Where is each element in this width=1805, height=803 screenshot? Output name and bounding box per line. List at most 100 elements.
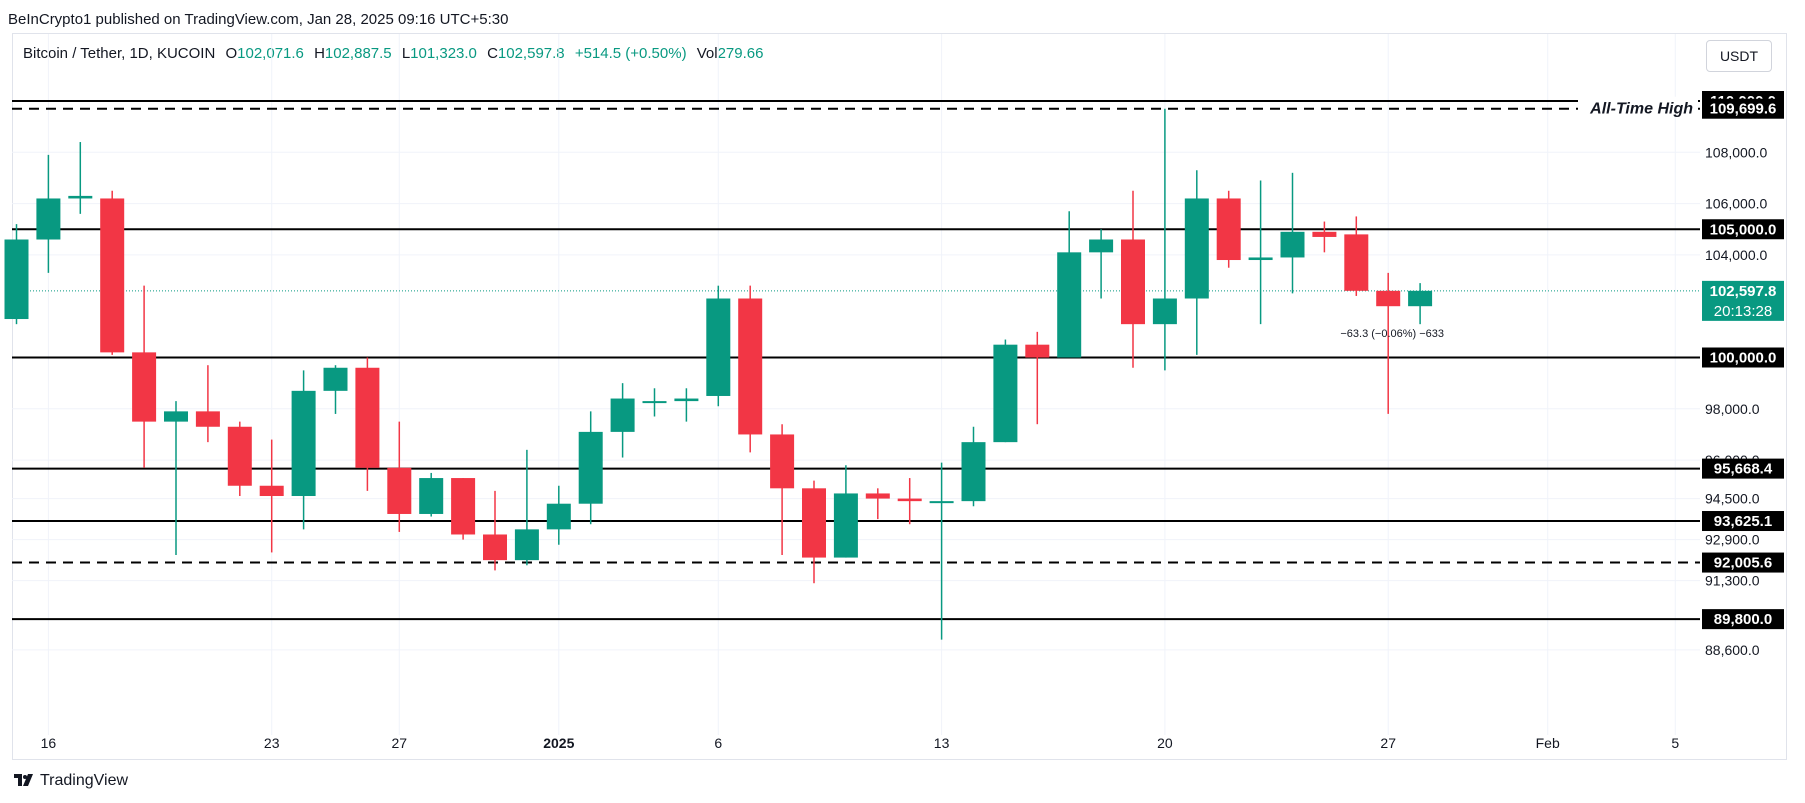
candle-body[interactable] [1089,239,1114,253]
candle-body[interactable] [387,467,412,514]
candle-body[interactable] [674,398,699,402]
legend-volume-label: Vol [696,45,718,62]
x-tick-label: 13 [934,735,950,751]
legend-low-label: L [401,45,411,62]
y-tick-label: 98,000.0 [1705,401,1760,417]
tradingview-brand: TradingView [40,772,129,789]
y-tick-label: 106,000.0 [1705,196,1767,212]
level-badge [1702,511,1784,532]
y-tick-label: 91,300.0 [1705,573,1760,589]
candle-body[interactable] [738,298,763,435]
legend-close-label: C [487,45,498,62]
legend-change: +514.5 (+0.50%) [574,45,687,62]
candle-body[interactable] [195,411,220,427]
candle-body[interactable] [68,195,93,199]
candle-body[interactable] [132,352,157,422]
candle-body[interactable] [993,344,1018,443]
legend-volume-value: 279.66 [717,45,764,62]
x-tick-label: 23 [264,735,280,751]
level-badge-label: 109,699.6 [1710,101,1777,118]
y-tick-label: 94,500.0 [1705,491,1760,507]
x-tick-label: 27 [1380,735,1396,751]
candle-body[interactable] [1248,257,1273,261]
candle-body[interactable] [36,198,61,240]
level-badge-label: 92,005.6 [1714,555,1772,572]
level-badge [1702,458,1784,479]
candle-body[interactable] [291,390,316,497]
current-price-badge [1702,280,1784,321]
x-tick-label: 2025 [543,735,574,751]
candle-body[interactable] [4,239,29,320]
candle-body[interactable] [578,431,603,504]
level-badge-label: 105,000.0 [1710,221,1777,238]
annotation-bg [1578,96,1698,117]
y-tick-label: 104,000.0 [1705,247,1767,263]
chart-frame [12,33,1787,760]
candle-body[interactable] [706,298,731,396]
candle-body[interactable] [227,426,252,486]
x-tick-label: 16 [41,735,57,751]
x-tick-label: Feb [1536,735,1560,751]
legend-close-value: 102,597.8 [497,45,565,62]
candle-body[interactable] [1408,290,1433,307]
candle-body[interactable] [100,198,125,353]
candle-body[interactable] [1025,344,1050,358]
level-badge-label: 89,800.0 [1714,611,1772,628]
measure-annotation: −63.3 (−0.06%) −633 [1340,328,1444,340]
candle-body[interactable] [355,367,380,468]
candle-body[interactable] [164,411,188,422]
candle-body[interactable] [833,493,858,558]
candle-body[interactable] [770,434,795,489]
currency-button[interactable]: USDT [1706,40,1772,72]
level-badge [1702,347,1784,368]
legend-symbol[interactable]: Bitcoin / Tether, 1D, KUCOIN [23,45,216,62]
level-badge-label: 95,668.4 [1714,461,1773,478]
level-badge [1702,552,1784,573]
candle-body[interactable] [1376,290,1401,307]
current-price-label: 102,597.8 [1710,283,1777,300]
level-badge-label: 93,625.1 [1714,513,1772,530]
candle-body[interactable] [1057,252,1082,358]
y-tick-label: 92,900.0 [1705,532,1760,548]
candle-body[interactable] [865,493,890,499]
x-tick-label: 5 [1671,735,1679,751]
x-tick-label: 6 [714,735,722,751]
publisher-line: BeInCrypto1 published on TradingView.com… [8,11,509,28]
candle-body[interactable] [451,478,476,535]
legend-low-value: 101,323.0 [410,45,477,62]
tradingview-logo[interactable]: TradingView [14,772,128,790]
candle-body[interactable] [514,529,539,561]
legend-open-value: 102,071.6 [237,45,304,62]
candle-body[interactable] [483,534,507,561]
candle-body[interactable] [897,498,922,502]
candle-body[interactable] [929,501,954,504]
level-badge [1702,609,1784,630]
legend-high-value: 102,887.5 [324,45,392,62]
y-tick-label: 108,000.0 [1705,144,1767,160]
y-tick-label: 88,600.0 [1705,642,1760,658]
level-badge [1702,98,1784,119]
candle-body[interactable] [1184,198,1209,299]
x-tick-label: 20 [1157,735,1173,751]
ohlc-legend: Bitcoin / Tether, 1D, KUCOIN O102,071.6 … [23,45,763,62]
legend-open-label: O [225,45,238,62]
candle-body[interactable] [610,398,635,432]
candle-body[interactable] [546,503,571,530]
candle-body[interactable] [642,401,667,404]
candle-body[interactable] [802,488,826,558]
candle-body[interactable] [1121,239,1145,325]
countdown-label: 20:13:28 [1714,303,1772,320]
candle-body[interactable] [1344,234,1369,291]
x-tick-label: 27 [392,735,408,751]
level-badge [1702,219,1784,240]
candle-body[interactable] [323,367,348,391]
candle-body[interactable] [1216,198,1241,261]
candle-body[interactable] [1312,231,1337,237]
candle-body[interactable] [1152,298,1177,325]
candle-body[interactable] [961,442,986,502]
candle-body[interactable] [1280,231,1305,258]
candle-body[interactable] [259,485,284,497]
candle-body[interactable] [419,478,444,514]
all-time-high-annotation[interactable]: All-Time High [1589,101,1693,118]
